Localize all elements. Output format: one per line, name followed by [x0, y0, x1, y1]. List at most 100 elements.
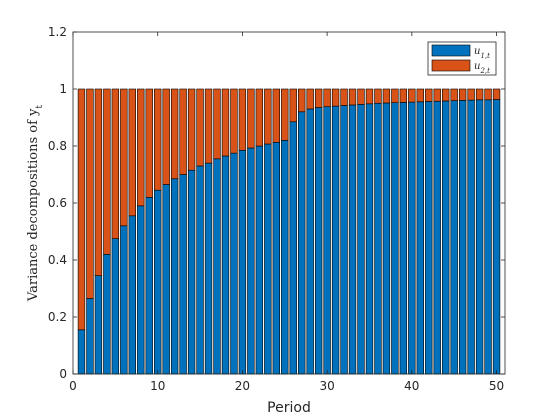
y-tick-label: 0.2	[48, 310, 67, 324]
bar-series1-period-50	[492, 99, 501, 375]
x-tick-label: 50	[489, 379, 504, 393]
bar-series1-period-20	[238, 149, 247, 375]
bar-series1-period-37	[382, 102, 391, 375]
bar-series2-period-5	[111, 88, 120, 239]
bar-series2-period-41	[416, 88, 424, 103]
bar-series1-period-42	[425, 101, 433, 375]
bar-series2-period-45	[450, 88, 458, 101]
bar-series2-period-19	[230, 88, 238, 154]
bar-series1-period-32	[340, 105, 348, 375]
bar-series2-period-16	[204, 88, 213, 164]
bar-series1-period-47	[467, 99, 475, 375]
x-axis-ticks: 0 10 20 30 40 50	[69, 32, 504, 393]
bar-series1-period-27	[298, 111, 306, 375]
bar-series1-period-9	[145, 197, 153, 375]
x-tick-label: 20	[235, 379, 250, 393]
bar-series1-period-2	[86, 298, 94, 375]
bar-series1-period-40	[408, 101, 416, 375]
bar-series1-period-46	[458, 100, 467, 375]
bar-series2-period-47	[467, 88, 475, 101]
bar-series2-period-48	[475, 88, 484, 101]
bar-series2-period-23	[264, 88, 272, 145]
x-tick-label: 0	[69, 379, 77, 393]
bar-series2-period-31	[331, 88, 340, 107]
bar-series1-period-41	[416, 101, 424, 375]
bar-series2-period-9	[145, 88, 153, 198]
bar-series1-period-8	[137, 205, 145, 375]
bar-series2-period-32	[340, 88, 348, 106]
bar-series1-period-26	[289, 121, 297, 375]
bar-series1-period-6	[120, 225, 128, 375]
bar-series2-period-40	[408, 88, 416, 103]
bar-series2-period-15	[196, 88, 204, 167]
bar-series2-period-50	[492, 88, 501, 100]
bar-series2-period-6	[120, 88, 128, 227]
bar-series1-period-11	[162, 184, 170, 375]
y-axis-title: Variance decompositions of yt	[26, 105, 45, 302]
bar-series2-period-17	[213, 88, 221, 160]
bar-series1-period-15	[196, 165, 204, 375]
x-tick-label: 10	[150, 379, 165, 393]
plot-area-background	[73, 32, 505, 374]
bar-series2-period-35	[365, 88, 374, 105]
bar-series2-period-12	[170, 88, 179, 180]
bar-series2-period-7	[128, 88, 136, 217]
bar-series2-period-33	[348, 88, 357, 106]
y-tick-label: 0.8	[48, 139, 67, 153]
bar-series1-period-33	[348, 104, 357, 375]
bar-series1-period-24	[272, 142, 280, 375]
bar-series1-period-36	[374, 102, 382, 375]
bar-series1-period-17	[213, 158, 221, 375]
bar-series2-period-29	[314, 88, 323, 108]
bar-series1-period-29	[314, 107, 323, 375]
bar-series1-period-43	[433, 100, 441, 375]
bar-series1-period-19	[230, 152, 238, 375]
bar-series1-period-13	[179, 174, 187, 375]
bar-series2-period-14	[187, 88, 196, 171]
bar-series2-period-46	[458, 88, 467, 101]
bar-series1-period-44	[442, 100, 450, 375]
bar-series2-period-2	[86, 88, 94, 299]
bar-series2-period-20	[238, 88, 247, 151]
legend-label-u1: u1,t	[474, 46, 490, 60]
bar-series1-period-4	[103, 254, 111, 375]
bar-series2-period-38	[391, 88, 399, 103]
bar-series1-period-23	[264, 143, 272, 375]
bar-series1-period-31	[331, 105, 340, 375]
y-tick-label: 0.4	[48, 253, 67, 267]
bar-series2-period-13	[179, 88, 187, 175]
bar-series2-period-22	[255, 88, 264, 147]
bar-series1-period-28	[306, 108, 314, 375]
bar-series2-period-27	[298, 88, 306, 113]
x-tick-label: 40	[404, 379, 419, 393]
bar-series2-period-39	[399, 88, 408, 103]
x-axis-title: Period	[267, 400, 311, 416]
bar-series2-period-49	[484, 88, 492, 101]
bar-series2-period-26	[289, 88, 297, 123]
bar-series2-period-37	[382, 88, 391, 104]
x-tick-label: 30	[319, 379, 334, 393]
legend: u1,t u2,t	[427, 41, 497, 76]
bar-series1-period-49	[484, 99, 492, 375]
bar-series1-period-21	[247, 147, 255, 375]
bar-series1-period-39	[399, 102, 408, 375]
bar-series1-period-12	[170, 178, 179, 375]
y-tick-label: 0	[59, 367, 67, 381]
bar-series1-period-34	[357, 104, 365, 375]
bar-series2-period-36	[374, 88, 382, 104]
y-tick-label: 1	[59, 82, 67, 96]
bar-series1-period-48	[475, 99, 484, 375]
bar-series2-period-21	[247, 88, 255, 149]
bar-series2-period-18	[221, 88, 230, 157]
bar-series2-period-44	[442, 88, 450, 102]
bar-series2-period-8	[137, 88, 145, 207]
bar-series1-period-3	[94, 275, 103, 375]
bar-series1-period-1	[77, 329, 86, 375]
legend-swatch-u2	[431, 59, 471, 72]
bar-series1-period-5	[111, 238, 120, 375]
bar-series2-period-1	[77, 88, 86, 331]
bar-series1-period-25	[281, 140, 289, 375]
bar-series2-period-30	[323, 88, 331, 107]
bar-series1-period-18	[221, 155, 230, 375]
